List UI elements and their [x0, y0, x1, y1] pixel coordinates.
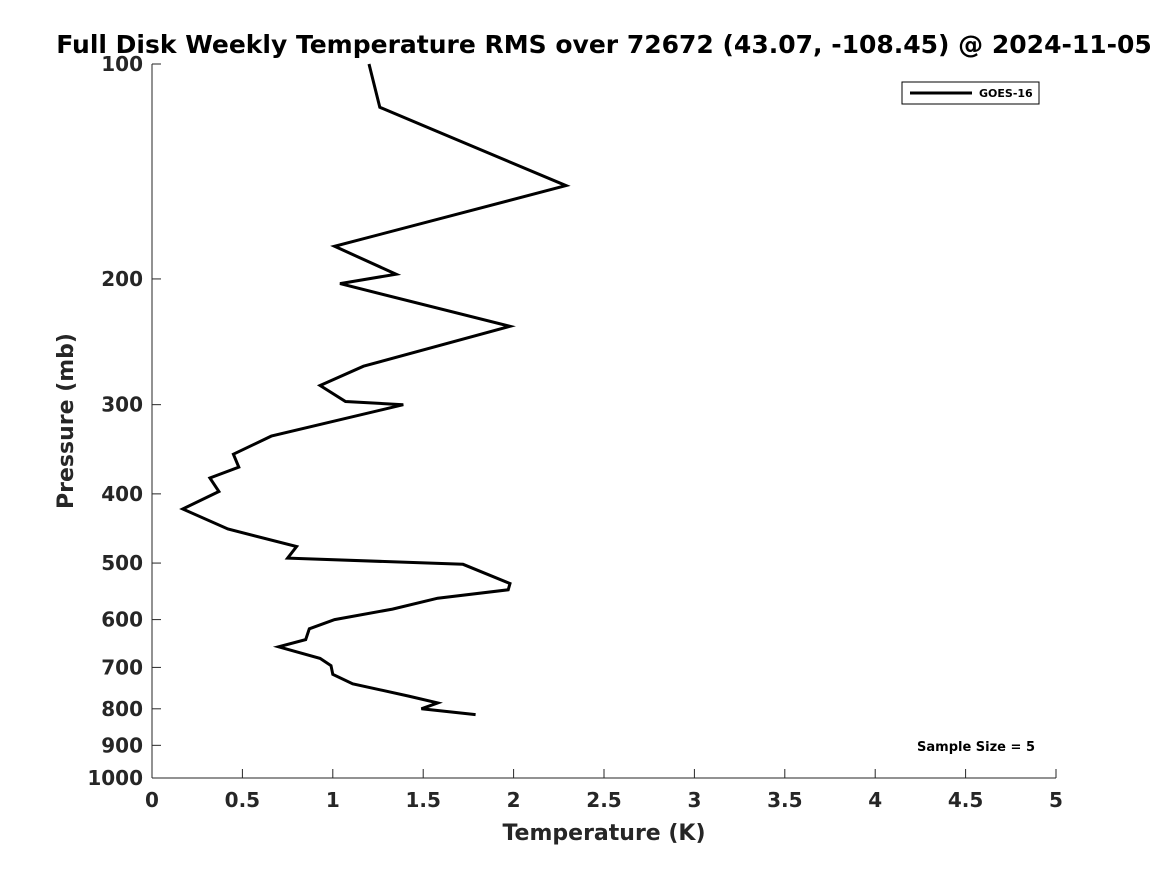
sample-size-annotation: Sample Size = 5	[917, 740, 1035, 755]
y-axis: 100 200 300 400 500 600 700 800 900 1000	[87, 52, 161, 790]
x-tick-label: 1.5	[405, 788, 440, 812]
x-tick-label: 2	[507, 788, 521, 812]
x-tick-label: 2.5	[586, 788, 621, 812]
y-tick-label: 600	[101, 608, 143, 632]
y-tick-label: 800	[101, 697, 143, 721]
y-tick-label: 300	[101, 393, 143, 417]
series-layer	[179, 63, 571, 717]
y-tick-label: 400	[101, 482, 143, 506]
chart-title: Full Disk Weekly Temperature RMS over 72…	[56, 30, 1152, 59]
y-tick-label: 1000	[87, 766, 143, 790]
x-tick-label: 0	[145, 788, 159, 812]
x-tick-label: 0.5	[225, 788, 260, 812]
y-tick-label: 500	[101, 551, 143, 575]
legend: GOES-16	[901, 81, 1040, 105]
legend-label-goes-16: GOES-16	[979, 87, 1033, 100]
y-tick-label: 700	[101, 655, 143, 679]
y-tick-label: 900	[101, 733, 143, 757]
x-tick-label: 4	[868, 788, 882, 812]
x-tick-label: 3.5	[767, 788, 802, 812]
x-tick-label: 5	[1049, 788, 1063, 812]
x-tick-label: 3	[687, 788, 701, 812]
y-tick-label: 200	[101, 267, 143, 291]
plot-area	[152, 64, 1056, 778]
x-axis-label: Temperature (K)	[502, 821, 705, 846]
y-tick-label: 100	[101, 52, 143, 76]
y-axis-label: Pressure (mb)	[54, 333, 79, 509]
series-line-goes-16	[179, 63, 571, 717]
x-axis: 0 0.5 1 1.5 2 2.5 3 3.5 4 4.5 5	[145, 769, 1063, 812]
x-tick-label: 1	[326, 788, 340, 812]
x-tick-label: 4.5	[948, 788, 983, 812]
